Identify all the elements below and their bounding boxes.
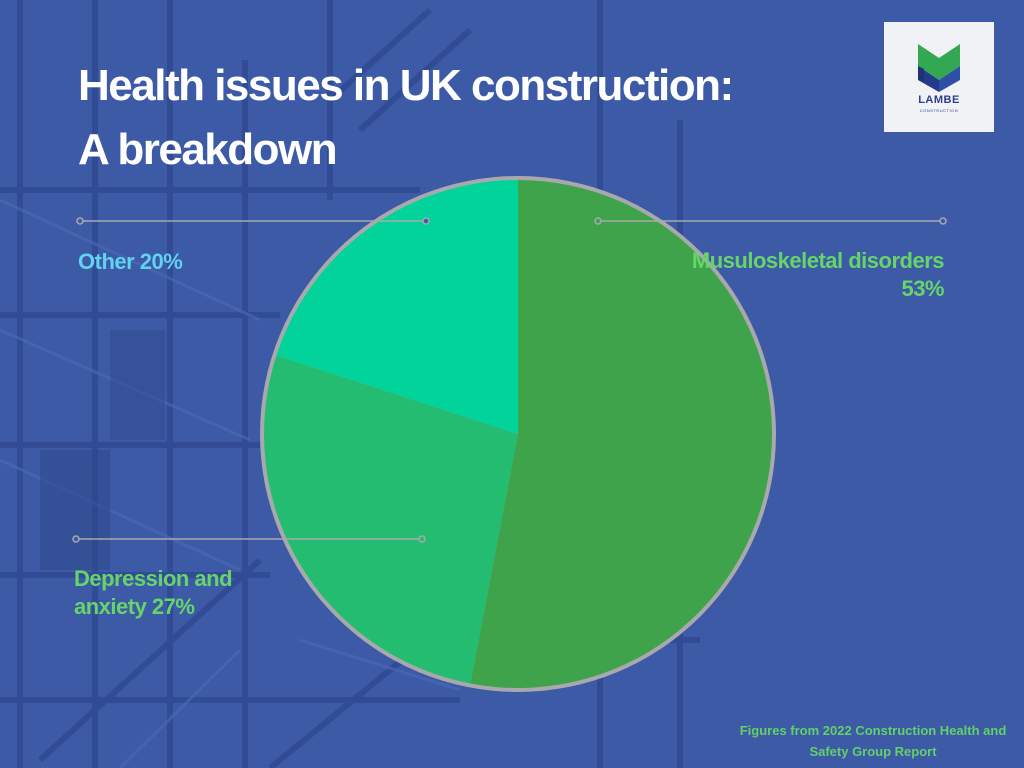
chart-title-line-2: A breakdown <box>78 125 338 174</box>
slice-label-musculoskeletal: Musuloskeletal disorders 53% <box>691 248 945 301</box>
leader-dot-other-end <box>422 217 430 225</box>
leader-dot-other-start <box>76 217 84 225</box>
slice-label-other: Other 20% <box>78 249 183 274</box>
logo-subtitle: CONSTRUCTION <box>919 108 959 113</box>
slice-label-depression: Depression and anxiety 27% <box>74 566 233 619</box>
company-logo: LAMBE CONSTRUCTION <box>884 22 994 132</box>
leader-dot-musculoskeletal-start <box>594 217 602 225</box>
logo-wordmark: LAMBE <box>918 94 960 106</box>
leader-dot-depression-end <box>418 535 426 543</box>
leader-dot-depression-start <box>72 535 80 543</box>
pie-slice-musuloskeletal-disorders <box>470 179 773 688</box>
chart-title: Health issues in UK construction: A brea… <box>78 54 734 182</box>
source-note: Figures from 2022 Construction Health an… <box>739 723 1007 759</box>
pie-slice-depression-and-anxiety <box>263 355 518 684</box>
chart-title-line-1: Health issues in UK construction: <box>78 61 734 110</box>
leader-dot-musculoskeletal-end <box>939 217 947 225</box>
pie-slice-other <box>276 180 518 434</box>
lambe-logo-mark-icon <box>918 44 960 92</box>
